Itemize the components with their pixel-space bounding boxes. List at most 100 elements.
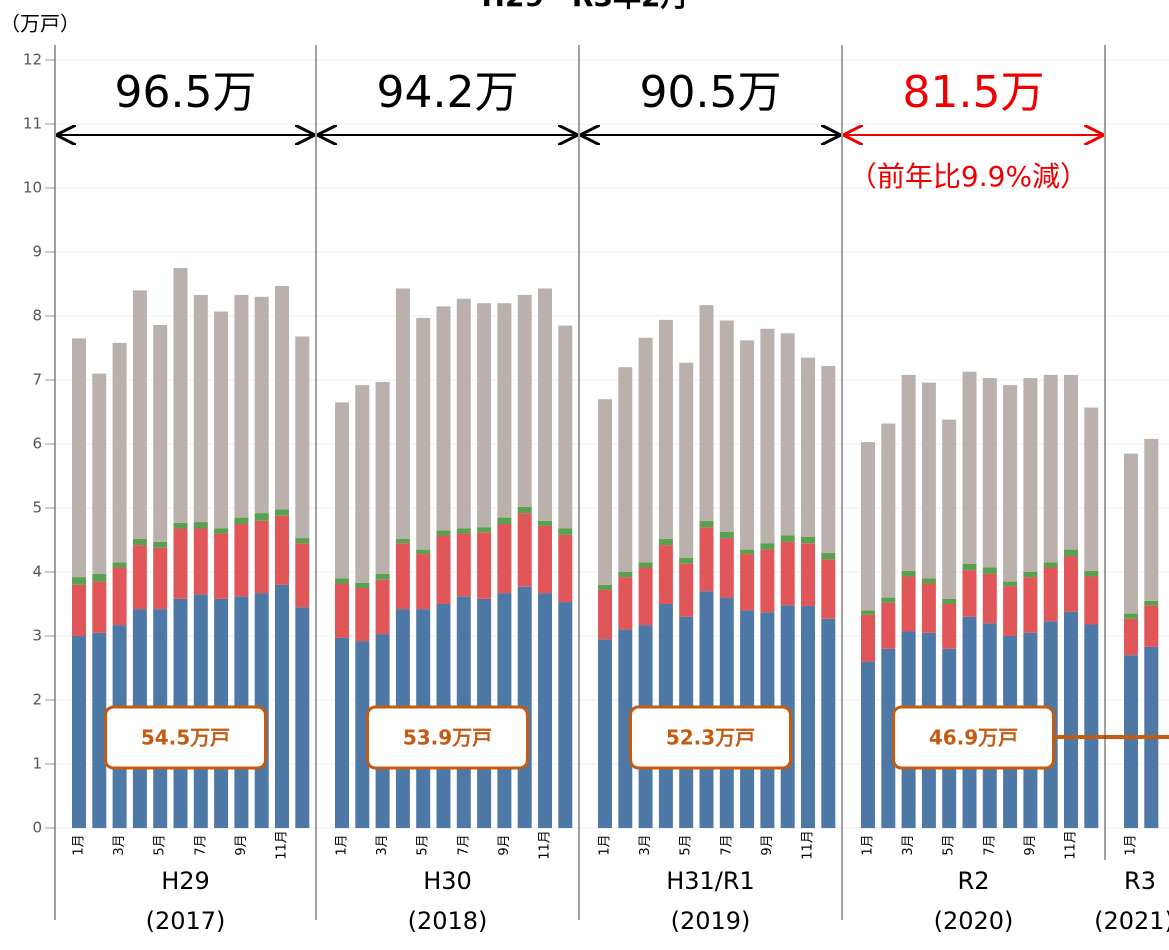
bar-segment [719, 531, 734, 539]
group-total: 90.5万 [640, 67, 782, 118]
bar-segment [780, 333, 795, 536]
bar-segment [234, 524, 249, 597]
group-year: (2018) [408, 907, 488, 935]
bar-segment [436, 306, 451, 531]
bar-segment [982, 573, 997, 624]
y-tick-label: 11 [23, 115, 42, 133]
bar-segment [436, 530, 451, 536]
y-tick-label: 7 [32, 371, 42, 389]
bar-segment [740, 340, 755, 550]
bar-segment [801, 543, 815, 606]
bar-segment [558, 528, 573, 535]
bar-segment [416, 317, 431, 550]
bar-segment [1043, 567, 1058, 622]
bar-segment [153, 541, 168, 548]
bar-segment [760, 328, 775, 544]
bar-segment [395, 288, 410, 539]
y-tick-label: 0 [32, 819, 42, 837]
bar-segment [193, 522, 208, 529]
bar-segment [72, 338, 86, 578]
bar-segment [1003, 581, 1018, 587]
bar-segment [638, 567, 653, 626]
x-tick-label: 7月 [456, 834, 471, 855]
bar-segment [355, 641, 370, 828]
bar-segment [679, 557, 694, 564]
group-label: H29 [161, 867, 210, 895]
group-label: R3 [1124, 867, 1156, 895]
bar-segment [962, 371, 977, 564]
bar-segment [780, 535, 795, 542]
x-tick-label: 1月 [861, 834, 876, 855]
bar-segment [456, 533, 471, 597]
bar-segment [598, 584, 612, 590]
bar-segment [598, 399, 612, 585]
x-tick-label: 1月 [335, 834, 350, 855]
bar-segment [719, 320, 734, 532]
bar-segment [1084, 570, 1099, 577]
bar-segment [1023, 572, 1038, 578]
bar-segment [881, 423, 896, 598]
bar-segment [375, 381, 390, 574]
bar-segment [275, 584, 289, 828]
y-tick-label: 8 [32, 307, 42, 325]
bar-segment [801, 536, 815, 544]
bar-segment [861, 661, 875, 828]
bar-segment [1144, 605, 1159, 647]
x-tick-label: 9月 [497, 834, 512, 855]
x-tick-label: 3月 [638, 834, 653, 855]
bar-segment [193, 294, 208, 523]
bar-segment [1043, 374, 1058, 563]
bar-segment [275, 515, 289, 585]
bar-segment [881, 597, 896, 603]
bar-segment [618, 629, 633, 828]
bar-segment [942, 598, 957, 604]
bar-segment [962, 570, 977, 617]
bar-segment [193, 528, 208, 595]
bar-segment [395, 543, 410, 610]
bar-segment [538, 520, 552, 526]
bar-segment [942, 604, 957, 649]
bar-segment [901, 374, 916, 571]
bar-segment [295, 336, 310, 539]
bar-segment [881, 648, 896, 828]
y-tick-label: 5 [32, 499, 42, 517]
x-tick-label: 7月 [982, 834, 997, 855]
bar-segment [1064, 556, 1078, 612]
bar-segment [801, 605, 815, 828]
bar-segment [658, 545, 673, 604]
bar-segment [679, 362, 694, 558]
bar-segment [132, 545, 147, 610]
bar-segment [558, 602, 573, 828]
bar-segment [1124, 453, 1138, 614]
bar-segment [275, 285, 289, 510]
bar-segment [821, 559, 836, 619]
bar-segment [699, 520, 714, 528]
bar-segment [618, 577, 633, 630]
bar-segment [517, 294, 532, 507]
x-tick-label: 1月 [72, 834, 87, 855]
bar-segment [173, 268, 188, 523]
bar-segment [861, 610, 875, 615]
bar-segment [295, 543, 310, 608]
y-tick-label: 10 [23, 179, 42, 197]
bar-segment [456, 298, 471, 529]
y-axis-label: （万戸） [0, 12, 80, 36]
bar-segment [1064, 549, 1078, 556]
group-label: H31/R1 [666, 867, 755, 895]
total-box-label: 52.3万戸 [666, 726, 755, 750]
bar-segment [921, 578, 936, 584]
total-box [366, 705, 529, 770]
bar-segment [861, 614, 875, 662]
bar-segment [275, 509, 289, 516]
bar-segment [821, 618, 836, 828]
bar-segment [801, 357, 815, 537]
bar-segment [1124, 655, 1138, 828]
group-total: 94.2万 [377, 67, 519, 118]
x-tick-label: 11月 [275, 830, 290, 860]
bar-segment [375, 573, 390, 580]
bar-segment [538, 593, 552, 828]
bar-segment [1003, 385, 1018, 582]
bar-segment [132, 538, 147, 546]
bar-segment [1003, 586, 1018, 636]
